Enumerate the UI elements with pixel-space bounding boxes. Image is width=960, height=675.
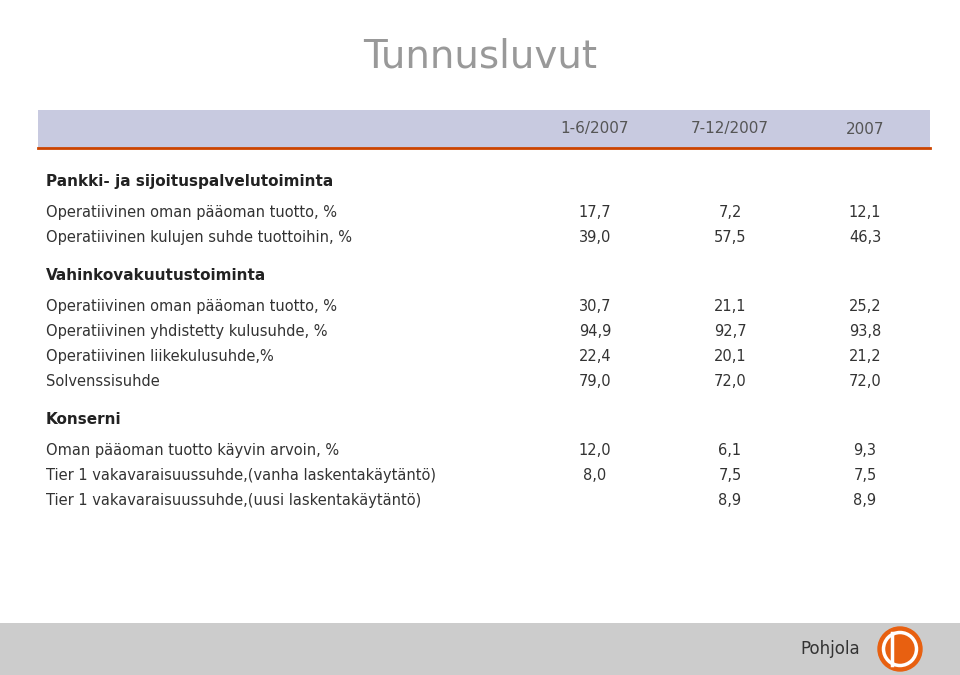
Text: Konserni: Konserni (46, 412, 122, 427)
Text: 30,7: 30,7 (579, 299, 612, 314)
Text: Tunnusluvut: Tunnusluvut (363, 38, 597, 76)
Text: Operatiivinen kulujen suhde tuottoihin, %: Operatiivinen kulujen suhde tuottoihin, … (46, 230, 352, 245)
Text: Tier 1 vakavaraisuussuhde,(uusi laskentakäytäntö): Tier 1 vakavaraisuussuhde,(uusi laskenta… (46, 493, 421, 508)
Text: 12,0: 12,0 (579, 443, 612, 458)
Text: 7-12/2007: 7-12/2007 (691, 122, 769, 136)
Text: Solvenssisuhde: Solvenssisuhde (46, 374, 159, 389)
Text: 22,4: 22,4 (579, 349, 612, 364)
Text: 6,1: 6,1 (718, 443, 741, 458)
Text: Vahinkovakuutustoiminta: Vahinkovakuutustoiminta (46, 268, 266, 283)
Text: Operatiivinen liikekulusuhde,%: Operatiivinen liikekulusuhde,% (46, 349, 274, 364)
Circle shape (878, 627, 922, 671)
Text: 12,1: 12,1 (849, 205, 881, 220)
Text: 92,7: 92,7 (713, 324, 746, 339)
Text: 25,2: 25,2 (849, 299, 881, 314)
Text: 7,5: 7,5 (853, 468, 876, 483)
Text: Operatiivinen yhdistetty kulusuhde, %: Operatiivinen yhdistetty kulusuhde, % (46, 324, 327, 339)
Text: 39,0: 39,0 (579, 230, 612, 245)
Text: 9,3: 9,3 (853, 443, 876, 458)
Text: 72,0: 72,0 (713, 374, 746, 389)
Text: 8,9: 8,9 (853, 493, 876, 508)
Text: 20,1: 20,1 (713, 349, 746, 364)
Text: Oman pääoman tuotto käyvin arvoin, %: Oman pääoman tuotto käyvin arvoin, % (46, 443, 339, 458)
Text: Operatiivinen oman pääoman tuotto, %: Operatiivinen oman pääoman tuotto, % (46, 205, 337, 220)
Text: 94,9: 94,9 (579, 324, 612, 339)
Text: 72,0: 72,0 (849, 374, 881, 389)
Bar (38, 110, 930, 148)
Text: 21,2: 21,2 (849, 349, 881, 364)
Text: 7,5: 7,5 (718, 468, 742, 483)
Text: 2007: 2007 (846, 122, 884, 136)
Text: Pohjola: Pohjola (801, 640, 860, 658)
Text: Pankki- ja sijoituspalvelutoiminta: Pankki- ja sijoituspalvelutoiminta (46, 174, 333, 189)
Text: 21,1: 21,1 (713, 299, 746, 314)
Text: 79,0: 79,0 (579, 374, 612, 389)
Text: Tier 1 vakavaraisuussuhde,(vanha laskentakäytäntö): Tier 1 vakavaraisuussuhde,(vanha laskent… (46, 468, 436, 483)
Text: 8,0: 8,0 (584, 468, 607, 483)
Text: 17,7: 17,7 (579, 205, 612, 220)
Text: 7,2: 7,2 (718, 205, 742, 220)
Bar (0, 623, 960, 675)
Text: Operatiivinen oman pääoman tuotto, %: Operatiivinen oman pääoman tuotto, % (46, 299, 337, 314)
Text: 46,3: 46,3 (849, 230, 881, 245)
Text: 8,9: 8,9 (718, 493, 741, 508)
Text: 1-6/2007: 1-6/2007 (561, 122, 629, 136)
Text: 57,5: 57,5 (713, 230, 746, 245)
Text: 93,8: 93,8 (849, 324, 881, 339)
